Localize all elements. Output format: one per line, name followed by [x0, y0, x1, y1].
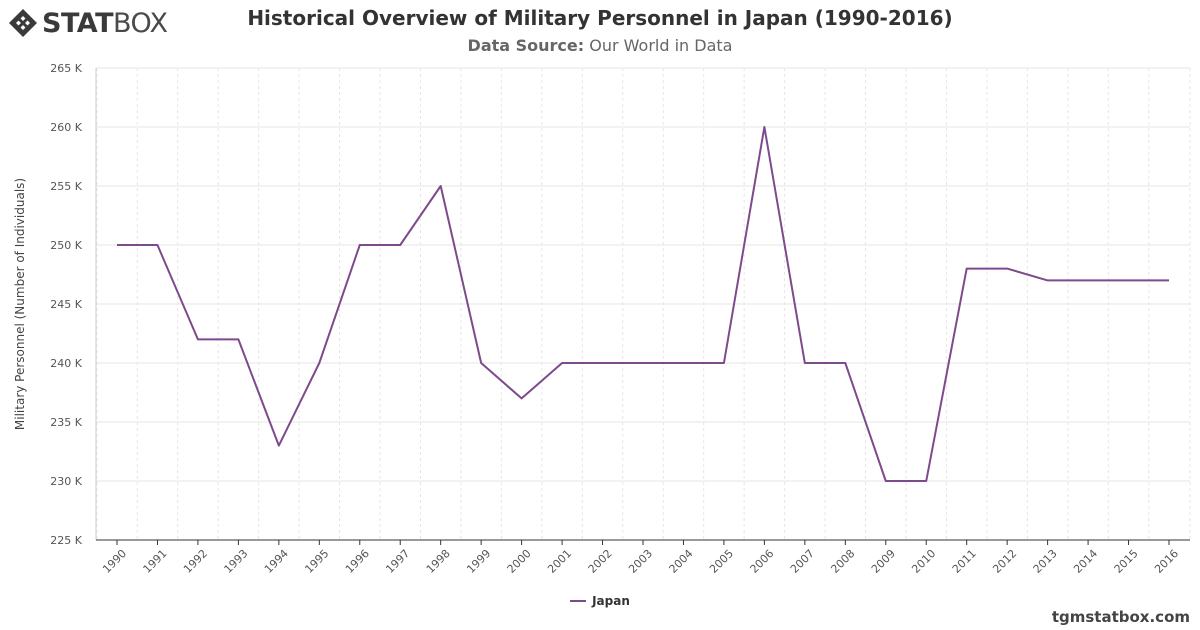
data-point[interactable] — [560, 361, 565, 366]
x-tick-label: 2010 — [909, 547, 938, 576]
x-tick-label: 2004 — [667, 547, 696, 576]
x-tick-label: 2011 — [950, 547, 979, 576]
x-tick-label: 1998 — [424, 547, 453, 576]
x-tick-label: 1991 — [141, 547, 170, 576]
data-point[interactable] — [641, 361, 646, 366]
data-point[interactable] — [600, 361, 605, 366]
data-point[interactable] — [883, 479, 888, 484]
y-tick-label: 225 K — [50, 534, 82, 547]
x-tick-label: 2013 — [1031, 547, 1060, 576]
data-point[interactable] — [236, 337, 241, 342]
source-value: Our World in Data — [589, 36, 733, 55]
series-lines — [115, 125, 1172, 484]
legend-label-japan[interactable]: Japan — [592, 594, 630, 608]
x-tick-label: 2000 — [505, 547, 534, 576]
data-point[interactable] — [155, 243, 160, 248]
x-tick-label: 2015 — [1112, 547, 1141, 576]
chart-subtitle: Data Source: Our World in Data — [0, 36, 1200, 55]
data-point[interactable] — [276, 443, 281, 448]
y-tick-label: 265 K — [50, 62, 82, 75]
x-tick-label: 1996 — [343, 547, 372, 576]
x-tick-label: 1994 — [262, 547, 291, 576]
data-point[interactable] — [802, 361, 807, 366]
source-label: Data Source: — [467, 36, 585, 55]
x-tick-label: 2005 — [707, 547, 736, 576]
y-axis-label: Military Personnel (Number of Individual… — [13, 178, 27, 430]
data-point[interactable] — [843, 361, 848, 366]
x-tick-label: 2012 — [990, 547, 1019, 576]
x-tick-label: 1993 — [222, 547, 251, 576]
y-tick-label: 235 K — [50, 416, 82, 429]
x-tick-label: 2007 — [788, 547, 817, 576]
data-point[interactable] — [357, 243, 362, 248]
data-point[interactable] — [721, 361, 726, 366]
data-point[interactable] — [195, 337, 200, 342]
grid-lines — [96, 67, 1191, 541]
legend-swatch-japan — [570, 600, 587, 602]
legend[interactable]: Japan — [0, 594, 1200, 608]
data-point[interactable] — [438, 184, 443, 189]
y-tick-label: 250 K — [50, 239, 82, 252]
axes: 225 K 230 K 235 K 240 K 245 K 250 K 255 K 260 K… — [50, 62, 1190, 576]
data-point[interactable] — [1045, 278, 1050, 283]
x-tick-label: 1997 — [383, 547, 412, 576]
x-tick-label: 1999 — [464, 547, 493, 576]
data-point[interactable] — [1167, 278, 1172, 283]
data-point[interactable] — [1086, 278, 1091, 283]
site-credit: tgmstatbox.com — [1051, 608, 1190, 626]
y-tick-label: 240 K — [50, 357, 82, 370]
series-line-japan[interactable] — [117, 126, 1169, 482]
x-tick-label: 2014 — [1071, 547, 1100, 576]
data-point[interactable] — [681, 361, 686, 366]
x-tick-label: 2016 — [1152, 547, 1181, 576]
data-point[interactable] — [519, 396, 524, 401]
data-point[interactable] — [1005, 266, 1010, 271]
x-tick-label: 2001 — [545, 547, 574, 576]
logo-text: STATBOX — [42, 7, 168, 39]
data-point[interactable] — [317, 361, 322, 366]
data-point[interactable] — [398, 243, 403, 248]
x-tick-label: 1990 — [100, 547, 129, 576]
y-tick-label: 230 K — [50, 475, 82, 488]
x-tick-label: 1992 — [181, 547, 210, 576]
data-point[interactable] — [964, 266, 969, 271]
data-point[interactable] — [1126, 278, 1131, 283]
data-point[interactable] — [924, 479, 929, 484]
y-tick-label: 245 K — [50, 298, 82, 311]
y-tick-label: 255 K — [50, 180, 82, 193]
x-tick-label: 2006 — [748, 547, 777, 576]
data-point[interactable] — [115, 243, 120, 248]
x-tick-label: 2003 — [626, 547, 655, 576]
x-tick-label: 1995 — [302, 547, 331, 576]
x-tick-label: 2002 — [586, 547, 615, 576]
x-tick-label: 2009 — [869, 547, 898, 576]
y-tick-label: 260 K — [50, 121, 82, 134]
data-point[interactable] — [762, 125, 767, 130]
data-point[interactable] — [479, 361, 484, 366]
x-tick-label: 2008 — [828, 547, 857, 576]
statbox-logo: STATBOX — [8, 6, 168, 40]
statbox-diamond-icon — [9, 9, 37, 37]
chart-title: Historical Overview of Military Personne… — [247, 6, 953, 30]
